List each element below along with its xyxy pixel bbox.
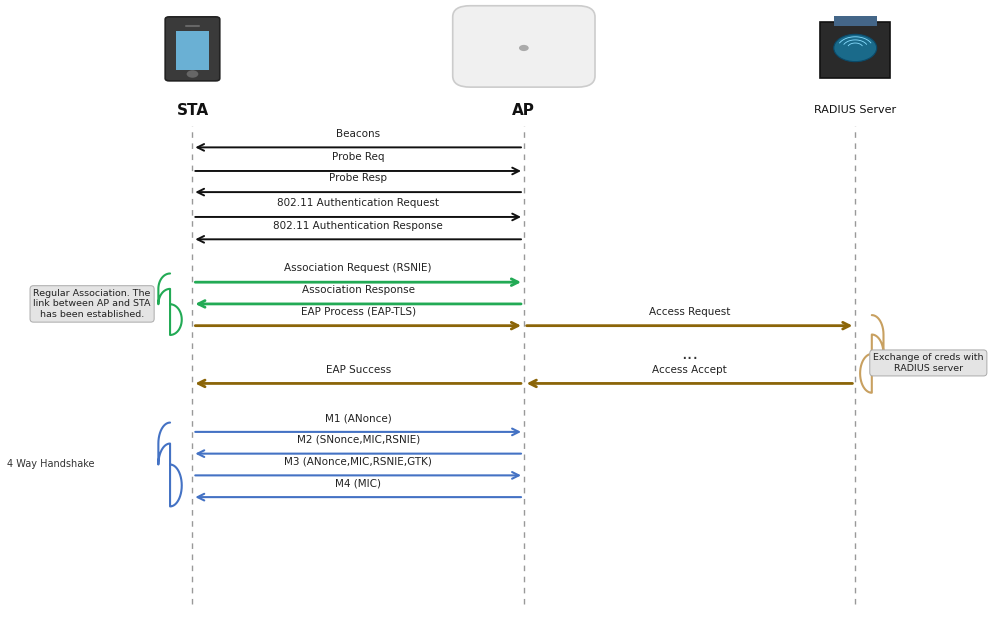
Text: Probe Resp: Probe Resp: [329, 173, 388, 183]
Text: 802.11 Authentication Response: 802.11 Authentication Response: [274, 221, 443, 231]
Text: STA: STA: [177, 102, 209, 117]
Text: Association Response: Association Response: [302, 285, 415, 295]
Circle shape: [519, 45, 528, 51]
Text: RADIUS Server: RADIUS Server: [814, 105, 896, 115]
Text: M1 (ANonce): M1 (ANonce): [325, 413, 392, 423]
Text: M4 (MIC): M4 (MIC): [336, 479, 382, 489]
Text: Association Request (RSNIE): Association Request (RSNIE): [285, 263, 432, 273]
Text: Beacons: Beacons: [336, 129, 381, 139]
FancyBboxPatch shape: [453, 6, 595, 87]
FancyBboxPatch shape: [165, 17, 220, 81]
Text: 802.11 Authentication Request: 802.11 Authentication Request: [277, 198, 440, 208]
Text: M3 (ANonce,MIC,RSNIE,GTK): M3 (ANonce,MIC,RSNIE,GTK): [285, 457, 433, 467]
Text: Access Accept: Access Accept: [652, 365, 727, 375]
Text: AP: AP: [512, 102, 535, 117]
FancyBboxPatch shape: [820, 22, 890, 78]
Text: M2 (SNonce,MIC,RSNIE): M2 (SNonce,MIC,RSNIE): [297, 435, 420, 445]
Circle shape: [187, 71, 199, 78]
Text: Probe Req: Probe Req: [332, 152, 385, 162]
Text: EAP Success: EAP Success: [326, 365, 391, 375]
FancyBboxPatch shape: [176, 31, 209, 70]
Circle shape: [834, 34, 877, 62]
Text: ...: ...: [681, 345, 698, 363]
Text: Regular Association. The
link between AP and STA
has been established.: Regular Association. The link between AP…: [33, 289, 151, 319]
Text: Exchange of creds with
RADIUS server: Exchange of creds with RADIUS server: [873, 353, 984, 373]
Text: Access Request: Access Request: [649, 307, 730, 317]
Text: EAP Process (EAP-TLS): EAP Process (EAP-TLS): [301, 307, 416, 317]
Text: 4 Way Handshake: 4 Way Handshake: [7, 459, 95, 469]
FancyBboxPatch shape: [834, 16, 877, 26]
